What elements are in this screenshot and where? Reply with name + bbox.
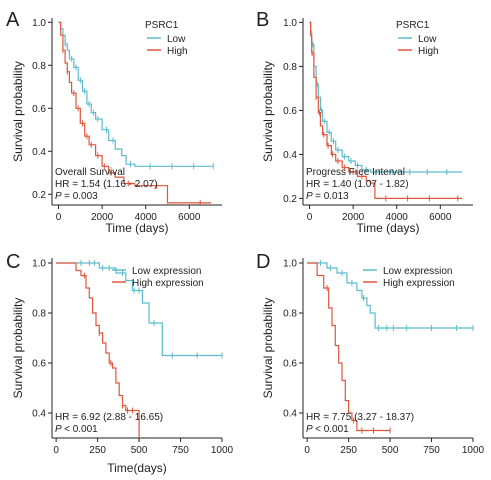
p-value: P < 0.001 [55,424,98,435]
series-high [307,262,391,434]
y-tick-label: 1.0 [32,18,46,29]
y-tick-label: 1.0 [32,259,46,270]
x-tick-label: 750 [172,445,189,456]
series-low [56,260,223,359]
y-tick-label: 0.8 [32,61,46,72]
p-value: P < 0.001 [306,424,349,435]
y-tick-label: 1.0 [283,18,297,29]
panel-label: A [6,9,20,31]
x-tick-label: 250 [340,445,357,456]
annotation-title: Overall Survival [55,167,125,178]
km-panel-a: A 0.2 0.4 0.6 0.8 1.0 0 2000 4000 6000 Time (days)… [6,9,222,235]
y-tick-label: 0.6 [283,106,297,117]
p-value: P = 0.003 [55,191,98,202]
p-value: P = 0.013 [306,191,349,202]
legend-title: PSRC1 [396,20,430,31]
x-tick-label: 250 [89,445,106,456]
hazard-ratio: HR = 1.54 (1.16 - 2.07) [55,179,158,190]
x-tick-label: 1000 [462,445,485,456]
km-panel-d: D 0.4 0.6 0.8 1.0 0 250 500 750 1000 Survival prob… [256,251,485,456]
legend-entry-high: High [167,46,188,57]
y-tick-label: 0.2 [32,190,46,201]
y-tick-label: 0.4 [32,409,46,420]
legend-entry-low: Low expression [132,266,201,277]
series-high [56,262,140,438]
legend-entry-low: Low [167,34,186,45]
x-tick-label: 0 [56,212,62,223]
x-tick-label: 2000 [342,212,365,223]
y-axis-label: Survival probability [261,61,275,162]
y-tick-label: 0.6 [283,359,297,370]
legend-entry-high: High expression [383,278,455,289]
x-tick-label: 750 [423,445,440,456]
hazard-ratio: HR = 7.75 (3.27 - 18.37) [306,412,414,423]
y-tick-label: 0.8 [32,309,46,320]
y-tick-label: 1.0 [283,259,297,270]
x-axis-label: Time(days) [107,461,167,475]
survival-curve [307,262,391,432]
x-axis-label: Time (days) [357,221,420,235]
survival-curve [307,262,473,329]
y-tick-label: 0.4 [32,147,46,158]
y-tick-label: 0.6 [32,359,46,370]
survival-curve [309,21,463,199]
series-high [309,21,463,202]
x-tick-label: 2000 [91,212,114,223]
x-tick-label: 500 [382,445,399,456]
x-tick-label: 500 [131,445,148,456]
y-tick-label: 0.4 [283,409,297,420]
legend-entry-low: Low [418,34,437,45]
x-axis-label: Time (days) [106,221,169,235]
series-low [58,21,214,170]
series-high [58,21,212,206]
hazard-ratio: HR = 6.92 (2.88 - 16.65) [55,412,163,423]
x-tick-label: 6000 [178,212,201,223]
km-panel-b: B 0.2 0.4 0.6 0.8 1.0 0 2000 4000 6000 Time (days)… [256,9,473,235]
survival-curve [309,21,463,173]
y-axis-label: Survival probability [11,61,25,162]
y-tick-label: 0.8 [283,309,297,320]
x-tick-label: 1000 [211,445,234,456]
x-tick-label: 0 [307,212,313,223]
panel-label: B [256,9,269,31]
y-tick-label: 0.8 [283,62,297,73]
legend-entry-high: High expression [132,278,204,289]
y-axis-label: Survival probability [11,298,25,399]
annotation-title: Progress Free Interval [306,167,405,178]
km-panel-c: C 0.4 0.6 0.8 1.0 0 250 500 750 1000 Time(days) Sur… [6,251,234,475]
x-tick-label: 0 [53,445,59,456]
y-axis-label: Survival probability [261,298,275,399]
legend-entry-low: Low expression [383,266,452,277]
x-tick-label: 6000 [429,212,452,223]
x-tick-label: 4000 [135,212,158,223]
panel-label: C [6,251,20,273]
x-tick-label: 0 [304,445,310,456]
panel-label: D [256,251,270,273]
legend-title: PSRC1 [145,20,179,31]
survival-curve [56,262,222,357]
series-low [307,260,474,331]
y-tick-label: 0.2 [283,194,297,205]
y-tick-label: 0.4 [283,150,297,161]
survival-curve [56,262,140,438]
legend-entry-high: High [418,46,439,57]
x-tick-label: 4000 [386,212,409,223]
y-tick-label: 0.6 [32,104,46,115]
hazard-ratio: HR = 1.40 (1.07 - 1.82) [306,179,409,190]
survival-curve [58,21,214,167]
